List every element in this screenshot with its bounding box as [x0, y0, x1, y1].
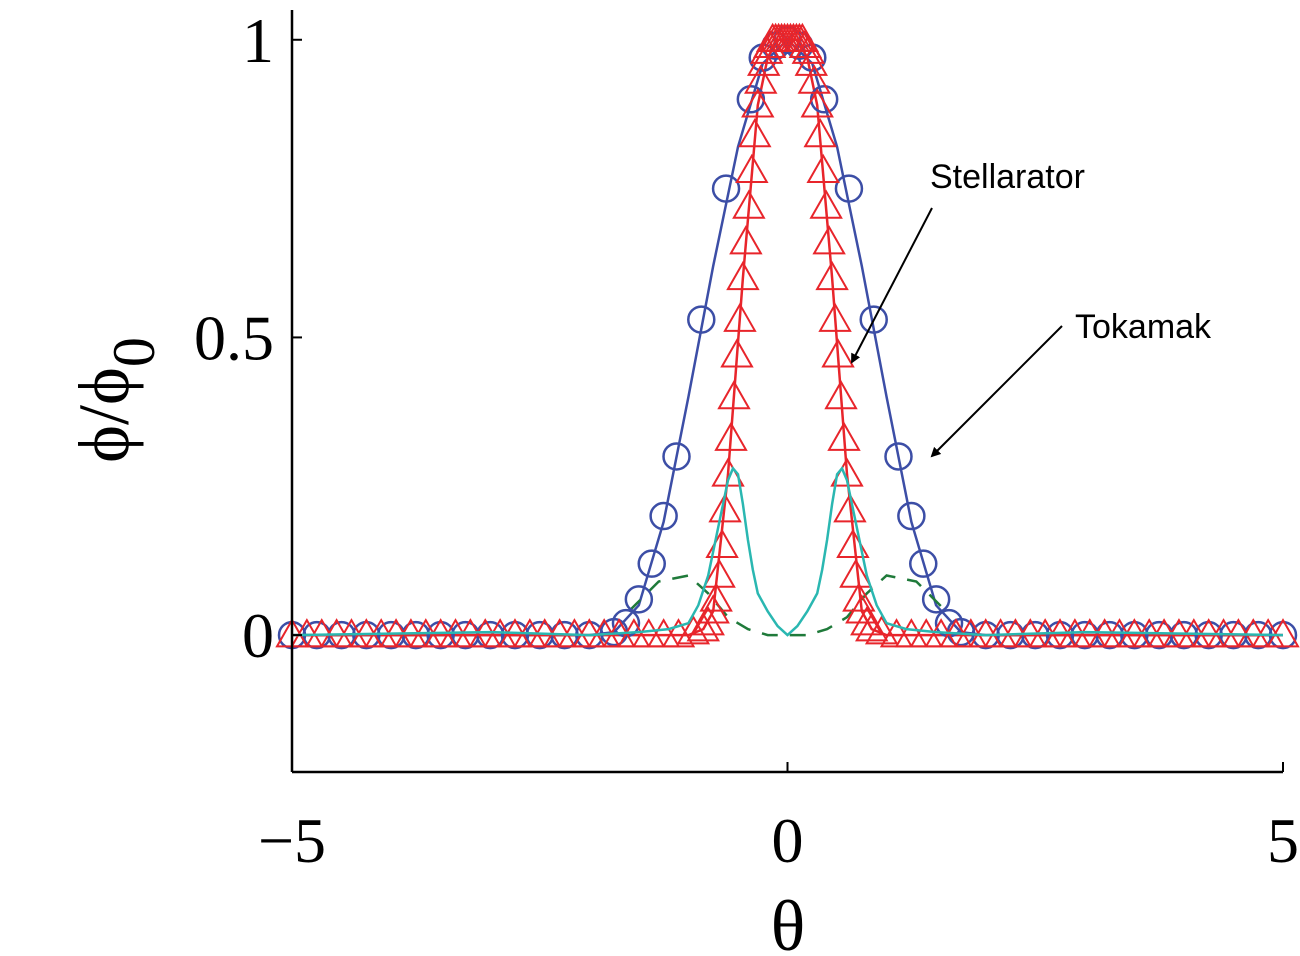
tokamak-point — [834, 174, 864, 203]
y-axis-label-subscript: 0 — [101, 337, 167, 367]
stellarator-point — [729, 225, 763, 255]
tokamak-point — [921, 585, 951, 614]
stellarator-point — [806, 153, 840, 183]
tokamak-point — [859, 305, 888, 334]
tokamak-point — [909, 549, 938, 578]
stellarator-point — [741, 88, 775, 118]
stellarator-point — [839, 558, 873, 588]
tokamak-point — [711, 174, 741, 203]
stellarator-point — [794, 46, 829, 76]
tokamak-point — [611, 608, 641, 638]
stellarator-point — [821, 338, 855, 368]
cyan-curve-path — [291, 466, 1284, 637]
stellarator-point — [797, 64, 831, 94]
plot-area — [275, 22, 1300, 650]
stellarator-point — [696, 594, 730, 624]
stellarator-point — [827, 421, 861, 451]
stellarator-point — [732, 189, 766, 219]
stellarator-point — [824, 379, 858, 410]
y-tick-label-2: 1 — [242, 5, 274, 76]
x-axis-label: θ — [771, 886, 806, 956]
stellarator-point — [803, 118, 837, 148]
stellarator-point — [833, 493, 867, 523]
stellarator-point — [800, 88, 834, 118]
stellarator-point — [646, 618, 681, 648]
annotation-stellarator: Stellarator — [930, 158, 1085, 196]
stellarator-point — [714, 421, 748, 451]
annotation-layer: Stellarator Tokamak — [851, 158, 1212, 458]
tokamak-point — [649, 501, 678, 531]
tokamak-point — [687, 305, 716, 334]
stellarator-point — [744, 64, 778, 94]
stellarator-point — [691, 606, 725, 636]
tokamak-point — [624, 585, 654, 614]
tokamak-point — [884, 442, 913, 471]
stellarator-point — [708, 493, 742, 523]
y-tick-label-1: 0.5 — [194, 302, 274, 373]
stellarator-point — [686, 612, 720, 642]
stellarator-point — [720, 338, 754, 368]
annotation-tokamak-arrow — [930, 325, 1063, 458]
stellarator-point — [735, 153, 769, 183]
stellarator-point — [661, 618, 696, 648]
stellarator-point — [1266, 618, 1300, 648]
stellarator-point — [845, 594, 879, 624]
tokamak-point — [637, 549, 666, 578]
stellarator-point — [746, 46, 781, 76]
tokamak-point — [897, 501, 926, 531]
stellarator-point — [818, 302, 852, 332]
stellarator-point — [791, 34, 826, 64]
annotation-tokamak: Tokamak — [1075, 308, 1212, 346]
y-tick-label-0: 0 — [242, 600, 274, 671]
stellarator-point — [702, 558, 736, 588]
x-tick-label-2: 5 — [1267, 805, 1299, 876]
y-axis-label-main: ϕ/ϕ — [64, 367, 144, 463]
stellarator-point — [855, 612, 889, 642]
stellarator-point — [812, 225, 846, 255]
stellarator-point — [738, 118, 772, 148]
stellarator-point — [723, 302, 757, 332]
x-tick-label-0: −5 — [258, 805, 326, 876]
stellarator-point — [676, 615, 711, 645]
stellarator-point — [864, 615, 899, 645]
stellarator-point — [842, 582, 876, 612]
x-tick-label-1: 0 — [772, 805, 804, 876]
stellarator-point — [850, 606, 884, 636]
stellarator-point — [717, 379, 751, 410]
stellarator-point — [809, 189, 843, 219]
y-axis-label: ϕ/ϕ0 — [64, 337, 167, 463]
tokamak-point — [662, 442, 691, 471]
annotation-stellarator-arrow — [851, 207, 933, 364]
series-layer — [275, 22, 1300, 650]
ticks-layer: −5 0 5 0 0.5 1 — [194, 5, 1299, 876]
stellarator-point — [815, 260, 849, 291]
series-cyan-curve — [291, 466, 1284, 637]
stellarator-point — [699, 582, 733, 612]
stellarator-point — [726, 260, 760, 291]
stellarator-point — [894, 618, 929, 648]
